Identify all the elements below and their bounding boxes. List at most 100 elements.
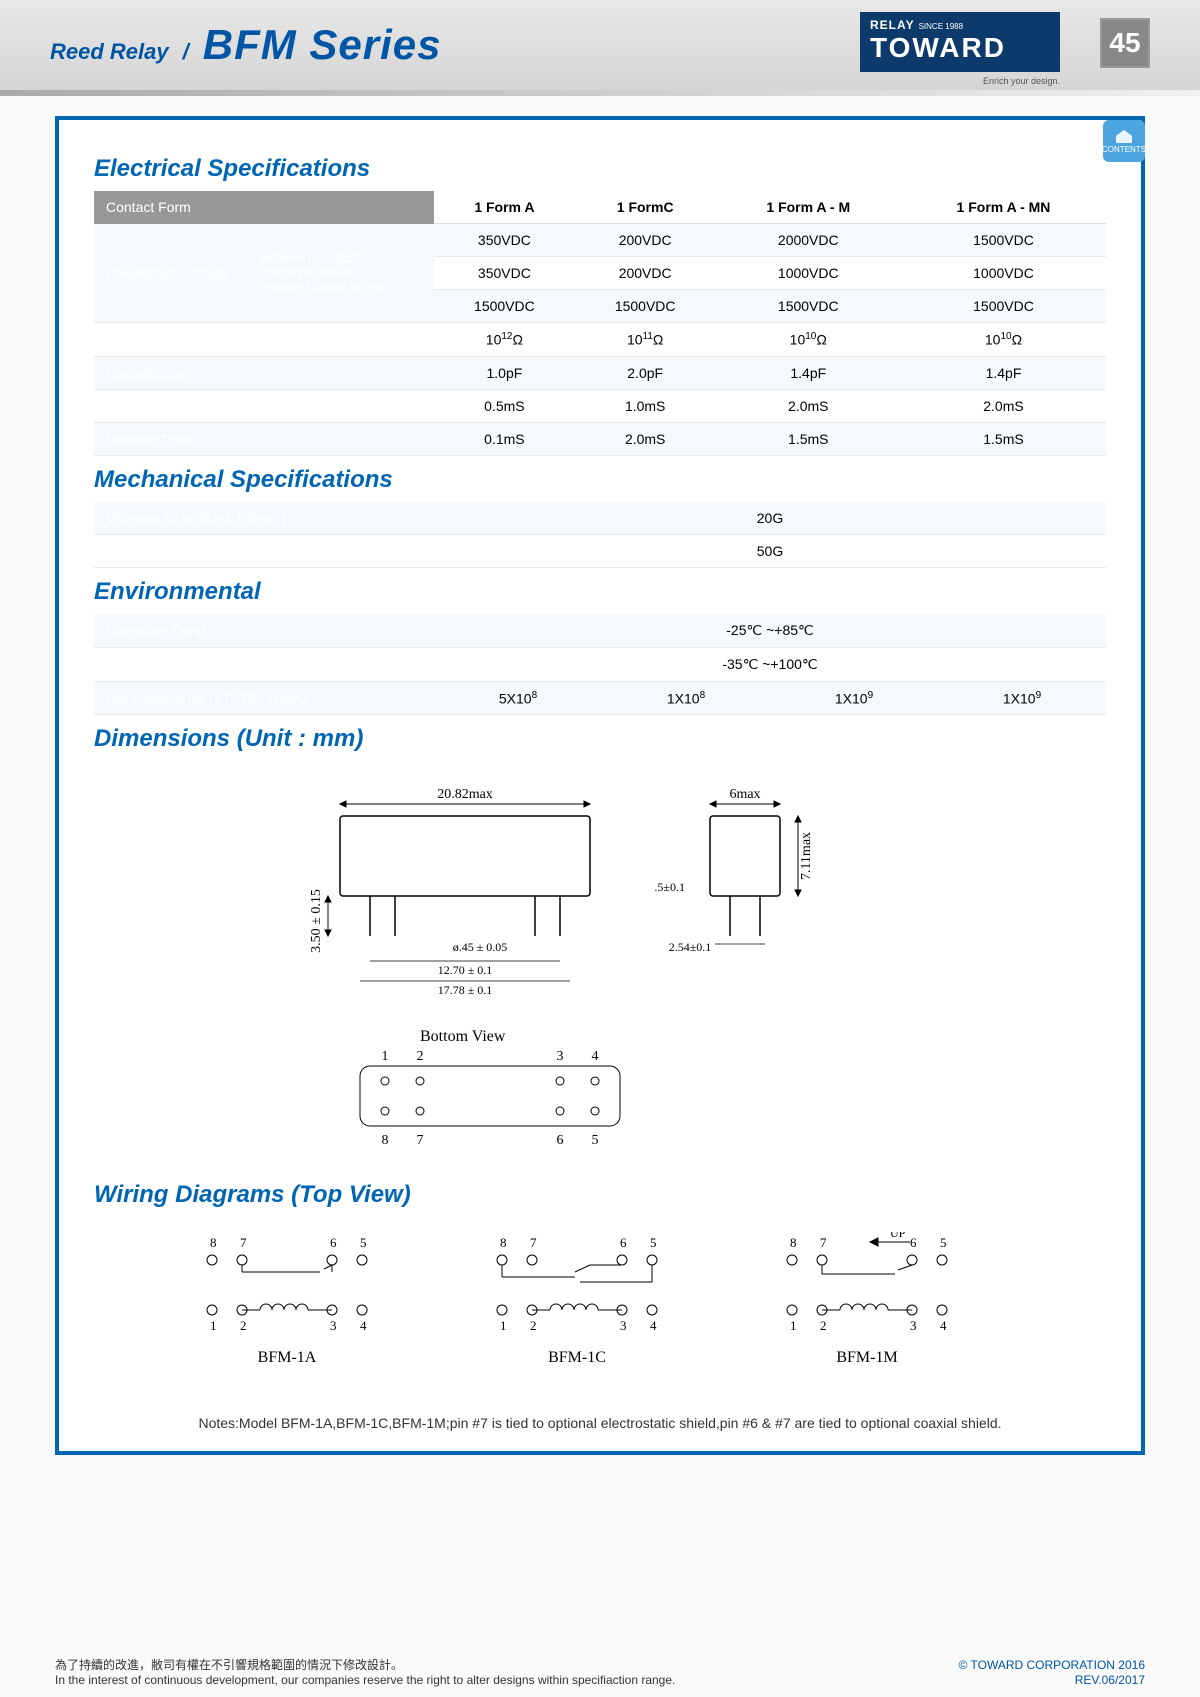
logo-relay: RELAY (870, 18, 915, 32)
svg-text:2.54±0.1: 2.54±0.1 (669, 940, 712, 954)
header-title-group: Reed Relay / BFM Series (50, 21, 442, 69)
col-head: 1 FormC (575, 191, 716, 224)
dimensions-diagram: 20.82max 3.50 ± 0.15 ø.45 ± 0.05 12.70 ±… (94, 761, 1106, 1171)
content-frame: CONTENTS Electrical Specifications Conta… (55, 116, 1145, 1455)
svg-text:7: 7 (417, 1133, 424, 1148)
cell: 1.4pF (716, 356, 901, 389)
series-title: BFM Series (203, 21, 442, 69)
breakdown-label: Breakdown Voltage (94, 224, 254, 323)
svg-text:5: 5 (650, 1235, 657, 1250)
life-label: Life Expectancy (1.0VDC 10mA) (94, 681, 434, 715)
svg-text:8: 8 (382, 1133, 389, 1148)
svg-text:2: 2 (240, 1318, 247, 1333)
svg-text:8: 8 (790, 1235, 797, 1250)
cell: 2.0mS (716, 389, 901, 422)
electrical-table: Contact Form 1 Form A 1 FormC 1 Form A -… (94, 191, 1106, 456)
header-divider (0, 90, 1200, 96)
svg-text:8: 8 (210, 1235, 217, 1250)
environmental-title: Environmental (94, 578, 1106, 606)
breakdown-sublabels: Between contacts contact to shield conta… (254, 224, 434, 323)
footer-copyright: © TOWARD CORPORATION 2016 (959, 1658, 1145, 1674)
slash: / (183, 39, 189, 65)
operating-label: Operating Temp (94, 614, 434, 648)
svg-text:1: 1 (382, 1049, 389, 1064)
svg-text:6: 6 (910, 1235, 917, 1250)
footer-right: © TOWARD CORPORATION 2016 REV.06/2017 (959, 1658, 1145, 1689)
footer-left: 為了持續的改進，敝司有權在不引響規格範圍的情況下修改設計。 In the int… (55, 1658, 675, 1689)
svg-text:1: 1 (210, 1318, 217, 1333)
cell: 1.5mS (901, 422, 1106, 455)
svg-text:20.82max: 20.82max (437, 787, 493, 802)
cell: -35℃ ~+100℃ (434, 647, 1106, 681)
cell: 1500VDC (434, 290, 575, 323)
contents-tab[interactable]: CONTENTS (1103, 120, 1145, 162)
col-head: 1 Form A - MN (901, 191, 1106, 224)
reed-relay-label: Reed Relay (50, 39, 169, 65)
svg-text:BFM-1M: BFM-1M (836, 1349, 897, 1366)
logo-tagline: Enrich your design. (860, 76, 1060, 86)
svg-text:7: 7 (820, 1235, 827, 1250)
cell: 1.0pF (434, 356, 575, 389)
brand-logo: RELAYSINCE 1988 TOWARD (860, 12, 1060, 72)
col-head: 1 Form A - M (716, 191, 901, 224)
cell: 50G (434, 534, 1106, 567)
svg-text:3: 3 (557, 1049, 564, 1064)
svg-text:BFM-1C: BFM-1C (548, 1349, 606, 1366)
cell: 1500VDC (716, 290, 901, 323)
cell: 1000VDC (716, 257, 901, 290)
svg-text:3: 3 (910, 1318, 917, 1333)
cell: 1X109 (938, 681, 1106, 715)
operate-label: Operate Time Including bounce - Typical (94, 389, 434, 422)
svg-text:5: 5 (940, 1235, 947, 1250)
sublabel: contact to shield (260, 265, 428, 280)
svg-text:6: 6 (330, 1235, 337, 1250)
footer-chinese: 為了持續的改進，敝司有權在不引響規格範圍的情況下修改設計。 (55, 1658, 675, 1674)
svg-text:4: 4 (360, 1318, 367, 1333)
svg-text:2: 2 (417, 1049, 424, 1064)
shock-label: shock (11mS 1/2 Sin Wave) (94, 534, 434, 567)
wiring-svg: 8 7 6 5 1 2 3 4 (150, 1232, 1050, 1392)
cell: 1X108 (602, 681, 770, 715)
cell: -25℃ ~+85℃ (434, 614, 1106, 648)
cell: 0.5mS (434, 389, 575, 422)
svg-text:6: 6 (557, 1133, 564, 1148)
page-footer: 為了持續的改進，敝司有權在不引響規格範圍的情況下修改設計。 In the int… (55, 1658, 1145, 1689)
cell: 2.0pF (575, 356, 716, 389)
svg-text:3: 3 (330, 1318, 337, 1333)
svg-text:1: 1 (790, 1318, 797, 1333)
svg-text:7: 7 (530, 1235, 537, 1250)
cell: 2.0mS (901, 389, 1106, 422)
cell: 350VDC (434, 224, 575, 257)
cell: 20G (434, 502, 1106, 535)
cell: 5X108 (434, 681, 602, 715)
cell: 1010Ω (901, 323, 1106, 357)
storage-label: Storage Temp (94, 647, 434, 681)
svg-text:ø.45 ± 0.05: ø.45 ± 0.05 (453, 940, 508, 954)
footer-english: In the interest of continuous developmen… (55, 1673, 675, 1689)
vibration-label: Vibration (0 to 2KHz 1.5mm ) (94, 502, 434, 535)
svg-text:UP: UP (890, 1232, 906, 1240)
cell: 1500VDC (901, 224, 1106, 257)
electrical-title: Electrical Specifications (94, 155, 1106, 183)
wiring-diagram: 8 7 6 5 1 2 3 4 (94, 1217, 1106, 1407)
cell: 1500VDC (575, 290, 716, 323)
insulation-label: Insulation Resistance (94, 323, 434, 357)
footer-rev: REV.06/2017 (959, 1673, 1145, 1689)
svg-text:5: 5 (360, 1235, 367, 1250)
cell: 200VDC (575, 224, 716, 257)
page-header: Reed Relay / BFM Series RELAYSINCE 1988 … (0, 0, 1200, 90)
sublabel: Between contacts (260, 250, 428, 265)
cell: 1012Ω (434, 323, 575, 357)
home-icon (1114, 129, 1134, 145)
cell: 350VDC (434, 257, 575, 290)
col-head: 1 Form A (434, 191, 575, 224)
release-label: Release Time (94, 422, 434, 455)
capacitance-label: Capacitance (94, 356, 434, 389)
cell: 1011Ω (575, 323, 716, 357)
svg-text:4: 4 (940, 1318, 947, 1333)
cell: 1.4pF (901, 356, 1106, 389)
cell: 1010Ω (716, 323, 901, 357)
svg-text:4: 4 (650, 1318, 657, 1333)
svg-text:1: 1 (500, 1318, 507, 1333)
cell: 2.0mS (575, 422, 716, 455)
